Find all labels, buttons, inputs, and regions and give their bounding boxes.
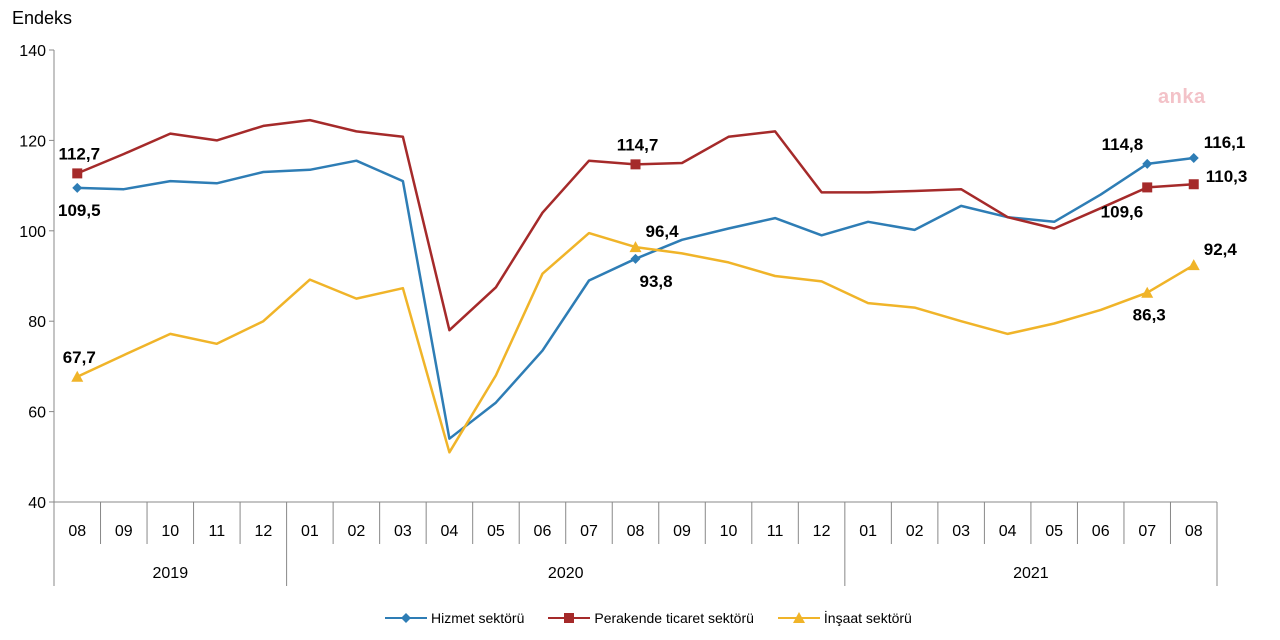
x-tick-label: 04 bbox=[999, 523, 1017, 540]
x-tick-label: 11 bbox=[767, 523, 784, 540]
data-point-marker bbox=[72, 168, 82, 178]
x-tick-label: 11 bbox=[209, 523, 226, 540]
x-tick-label: 08 bbox=[68, 523, 86, 540]
x-tick-label: 10 bbox=[161, 523, 179, 540]
x-tick-label: 09 bbox=[673, 523, 691, 540]
data-label: 96,4 bbox=[646, 222, 680, 241]
year-label: 2019 bbox=[153, 565, 189, 582]
line-chart: 40 60 80 100 120 140 08 09 10 11 12 01 02 03 04 05 06 07 0… bbox=[0, 0, 1280, 640]
data-label: 109,6 bbox=[1101, 202, 1144, 221]
data-label: 116,1 bbox=[1204, 133, 1246, 152]
legend-label-insaat: İnşaat sektörü bbox=[824, 610, 912, 626]
x-tick-label: 06 bbox=[534, 523, 552, 540]
legend-label-hizmet: Hizmet sektörü bbox=[431, 610, 524, 626]
data-label: 67,7 bbox=[63, 348, 96, 367]
x-tick-label: 05 bbox=[1045, 523, 1063, 540]
x-tick-label: 03 bbox=[952, 523, 970, 540]
series-line-2 bbox=[77, 233, 1193, 452]
legend-swatch-insaat-icon bbox=[778, 612, 820, 624]
x-tick-label: 02 bbox=[906, 523, 924, 540]
x-tick-label: 12 bbox=[254, 523, 272, 540]
x-tick-label: 04 bbox=[441, 523, 459, 540]
series-line-0 bbox=[77, 158, 1193, 439]
data-point-marker bbox=[1189, 153, 1199, 163]
x-tick-label: 10 bbox=[720, 523, 738, 540]
legend-item-perakende: Perakende ticaret sektörü bbox=[548, 610, 754, 626]
legend-item-insaat: İnşaat sektörü bbox=[778, 610, 912, 626]
legend-label-perakende: Perakende ticaret sektörü bbox=[594, 610, 754, 626]
data-point-marker bbox=[1188, 259, 1200, 270]
x-tick-label: 02 bbox=[347, 523, 365, 540]
y-tick-label: 140 bbox=[19, 43, 46, 60]
x-tick-label: 03 bbox=[394, 523, 412, 540]
data-point-marker bbox=[631, 254, 641, 264]
x-tick-label: 08 bbox=[1185, 523, 1203, 540]
y-tick-label: 60 bbox=[28, 405, 46, 422]
data-point-marker bbox=[1189, 179, 1199, 189]
x-tick-label: 08 bbox=[627, 523, 645, 540]
data-point-marker bbox=[631, 159, 641, 169]
data-point-marker bbox=[1141, 287, 1153, 298]
data-label: 114,8 bbox=[1102, 135, 1144, 154]
watermark-logo: anka bbox=[1158, 86, 1206, 109]
y-axis-title: Endeks bbox=[12, 8, 72, 29]
data-label: 114,7 bbox=[617, 135, 659, 154]
legend-swatch-hizmet-icon bbox=[385, 612, 427, 624]
data-label: 92,4 bbox=[1204, 240, 1238, 259]
x-tick-label: 05 bbox=[487, 523, 505, 540]
x-tick-label: 09 bbox=[115, 523, 133, 540]
y-tick-label: 100 bbox=[19, 224, 46, 241]
y-tick-label: 120 bbox=[19, 133, 46, 150]
legend-swatch-perakende-icon bbox=[548, 612, 590, 624]
data-label: 109,5 bbox=[58, 201, 101, 220]
x-tick-label: 01 bbox=[301, 523, 319, 540]
legend-item-hizmet: Hizmet sektörü bbox=[385, 610, 524, 626]
data-point-marker bbox=[71, 371, 83, 382]
data-label: 86,3 bbox=[1133, 306, 1166, 325]
data-label: 93,8 bbox=[640, 272, 673, 291]
x-tick-label: 07 bbox=[580, 523, 598, 540]
data-label: 110,3 bbox=[1206, 167, 1248, 186]
year-label: 2020 bbox=[548, 565, 584, 582]
data-point-marker bbox=[72, 183, 82, 193]
legend: Hizmet sektörü Perakende ticaret sektörü… bbox=[385, 606, 936, 630]
x-tick-label: 01 bbox=[859, 523, 877, 540]
data-point-marker bbox=[1142, 182, 1152, 192]
y-tick-label: 80 bbox=[28, 314, 46, 331]
x-tick-label: 12 bbox=[813, 523, 831, 540]
year-label: 2021 bbox=[1013, 565, 1049, 582]
y-tick-label: 40 bbox=[28, 495, 46, 512]
data-label: 112,7 bbox=[58, 144, 100, 163]
x-tick-label: 06 bbox=[1092, 523, 1110, 540]
x-tick-label: 07 bbox=[1138, 523, 1156, 540]
